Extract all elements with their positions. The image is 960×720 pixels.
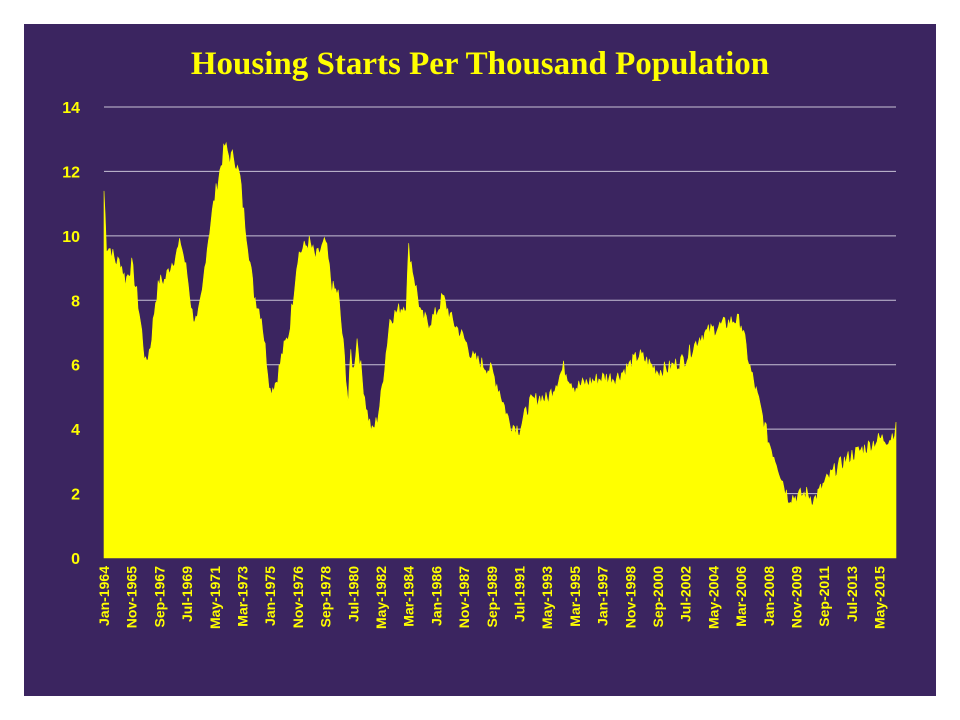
x-tick-label: Nov-1998: [622, 566, 638, 628]
x-tick-label: Jan-1986: [428, 566, 444, 626]
x-tick-label: May-2015: [872, 566, 888, 629]
chart-title: Housing Starts Per Thousand Population: [191, 46, 769, 82]
slide-background: Housing Starts Per Thousand Population 0…: [24, 24, 936, 696]
x-tick-label: Jul-1969: [179, 566, 195, 622]
y-tick-label: 8: [71, 293, 80, 310]
x-tick-label: Sep-1978: [318, 566, 334, 628]
y-tick-label: 6: [71, 358, 80, 375]
y-tick-label: 4: [71, 422, 80, 439]
y-tick-label: 2: [71, 487, 80, 504]
x-tick-label: Mar-1995: [567, 566, 583, 627]
x-tick-label: Nov-1976: [290, 566, 306, 628]
x-tick-label: Sep-1967: [151, 566, 167, 628]
y-tick-label: 12: [62, 164, 80, 181]
x-tick-label: Jul-1980: [345, 566, 361, 622]
x-tick-label: Nov-1987: [456, 566, 472, 628]
y-tick-label: 0: [71, 551, 80, 568]
x-tick-label: Nov-2009: [789, 566, 805, 628]
x-tick-label: Jan-1975: [262, 566, 278, 626]
x-tick-label: Jul-2013: [844, 566, 860, 622]
y-tick-label: 10: [62, 229, 80, 246]
x-tick-label: Mar-2006: [733, 566, 749, 627]
y-axis: 0 2 4 6 8 10 12 14: [62, 100, 80, 568]
x-axis: Jan-1964 Nov-1965 Sep-1967 Jul-1969 May-1971…: [96, 566, 888, 629]
x-tick-label: Jul-2002: [678, 566, 694, 622]
x-tick-label: Jan-1997: [595, 566, 611, 626]
data-area: [103, 141, 897, 559]
x-tick-label: Jul-1991: [512, 566, 528, 622]
x-tick-label: Sep-2011: [816, 566, 832, 627]
x-tick-label: May-1971: [207, 566, 223, 629]
y-tick-label: 14: [62, 100, 80, 117]
x-tick-label: Mar-1984: [401, 566, 417, 627]
x-tick-label: May-1982: [373, 566, 389, 629]
chart: Housing Starts Per Thousand Population 0…: [24, 24, 936, 696]
x-tick-label: May-2004: [705, 566, 721, 629]
x-tick-label: Jan-1964: [96, 566, 112, 626]
series-area: [103, 141, 897, 559]
x-tick-label: Sep-2000: [650, 566, 666, 628]
x-tick-label: Sep-1989: [484, 566, 500, 628]
x-tick-label: May-1993: [539, 566, 555, 629]
x-tick-label: Mar-1973: [235, 566, 251, 627]
x-tick-label: Nov-1965: [124, 566, 140, 628]
x-tick-label: Jan-2008: [761, 566, 777, 626]
